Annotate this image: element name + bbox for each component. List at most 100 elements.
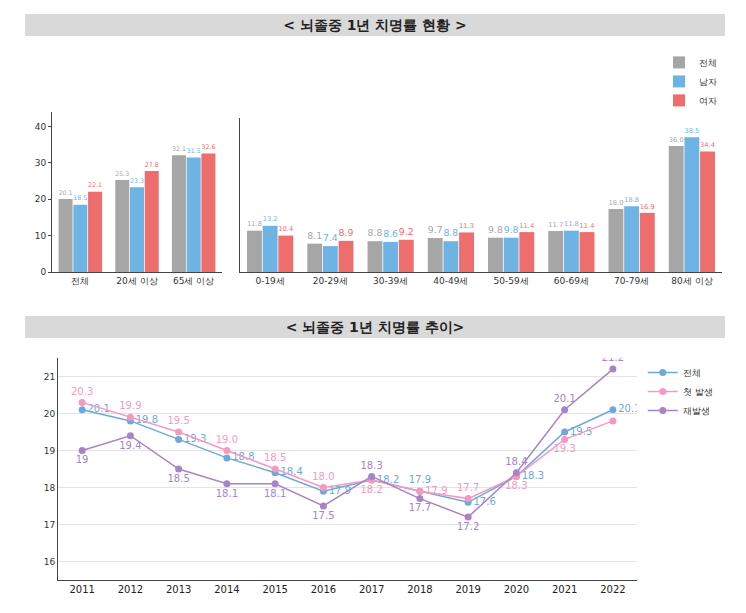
svg-text:18.1: 18.1 — [264, 488, 286, 499]
svg-text:19.9: 19.9 — [119, 400, 141, 411]
svg-text:18.2: 18.2 — [377, 474, 399, 485]
svg-text:2017: 2017 — [359, 584, 384, 595]
svg-text:2018: 2018 — [407, 584, 432, 595]
svg-text:16.9: 16.9 — [640, 203, 655, 211]
svg-text:재발생: 재발생 — [683, 406, 710, 416]
svg-text:25.3: 25.3 — [115, 170, 129, 177]
svg-text:17.9: 17.9 — [425, 485, 447, 496]
svg-text:11.8: 11.8 — [247, 220, 262, 228]
svg-text:19: 19 — [44, 446, 56, 456]
svg-text:2015: 2015 — [262, 584, 287, 595]
svg-text:2021: 2021 — [552, 584, 577, 595]
svg-text:19.0: 19.0 — [216, 434, 238, 445]
svg-text:32.6: 32.6 — [201, 143, 215, 150]
svg-text:18.0: 18.0 — [609, 199, 624, 207]
svg-text:2020: 2020 — [504, 584, 529, 595]
svg-text:19.5: 19.5 — [570, 426, 592, 437]
svg-text:20.1: 20.1 — [88, 403, 110, 414]
svg-text:65세 이상: 65세 이상 — [173, 276, 214, 286]
svg-text:2014: 2014 — [214, 584, 239, 595]
svg-text:8.8: 8.8 — [368, 227, 383, 238]
svg-text:19.3: 19.3 — [184, 433, 206, 444]
svg-text:9.7: 9.7 — [428, 224, 443, 235]
svg-text:18.3: 18.3 — [505, 480, 527, 491]
svg-text:8.6: 8.6 — [383, 228, 398, 239]
svg-text:17.7: 17.7 — [457, 482, 479, 493]
svg-text:18.8: 18.8 — [624, 196, 639, 204]
svg-text:18.2: 18.2 — [360, 484, 382, 495]
svg-text:34.4: 34.4 — [700, 141, 715, 149]
svg-text:40: 40 — [35, 122, 47, 132]
svg-text:18.3: 18.3 — [522, 470, 544, 481]
svg-text:18.4: 18.4 — [505, 456, 527, 467]
svg-text:20.1: 20.1 — [553, 393, 575, 404]
svg-text:50-59세: 50-59세 — [494, 276, 529, 286]
svg-text:11.8: 11.8 — [564, 220, 579, 228]
svg-text:16: 16 — [44, 557, 56, 567]
svg-text:11.4: 11.4 — [519, 222, 534, 230]
svg-text:18.3: 18.3 — [360, 460, 382, 471]
svg-text:9.8: 9.8 — [488, 224, 503, 235]
svg-text:18.0: 18.0 — [312, 471, 334, 482]
svg-text:20: 20 — [35, 194, 47, 204]
svg-text:첫 발생: 첫 발생 — [683, 387, 713, 397]
svg-text:32.1: 32.1 — [172, 145, 186, 152]
svg-text:11.4: 11.4 — [580, 222, 595, 230]
svg-text:10.4: 10.4 — [278, 225, 293, 233]
svg-text:전체: 전체 — [683, 368, 701, 378]
svg-text:20: 20 — [44, 409, 56, 419]
svg-text:7.4: 7.4 — [323, 232, 338, 243]
svg-text:27.8: 27.8 — [145, 161, 159, 168]
svg-text:30-39세: 30-39세 — [373, 276, 408, 286]
svg-text:20세 이상: 20세 이상 — [116, 276, 157, 286]
svg-text:17: 17 — [44, 520, 55, 530]
svg-text:17.9: 17.9 — [329, 485, 351, 496]
svg-text:17.7: 17.7 — [409, 502, 431, 513]
svg-text:19.8: 19.8 — [136, 414, 158, 425]
svg-text:17.2: 17.2 — [457, 521, 479, 532]
svg-text:21.2: 21.2 — [602, 358, 624, 363]
svg-text:18.8: 18.8 — [232, 451, 254, 462]
svg-text:18.5: 18.5 — [167, 473, 189, 484]
svg-text:60-69세: 60-69세 — [554, 276, 589, 286]
svg-text:20-29세: 20-29세 — [313, 276, 348, 286]
svg-text:10: 10 — [35, 231, 47, 241]
svg-text:20.1: 20.1 — [618, 403, 637, 414]
svg-text:21: 21 — [44, 372, 55, 382]
svg-text:8.8: 8.8 — [443, 227, 458, 238]
svg-text:70-79세: 70-79세 — [614, 276, 649, 286]
svg-text:19: 19 — [76, 454, 89, 465]
svg-text:40-49세: 40-49세 — [433, 276, 468, 286]
svg-text:0: 0 — [40, 267, 46, 277]
svg-text:2016: 2016 — [311, 584, 336, 595]
svg-text:18.4: 18.4 — [281, 466, 303, 477]
svg-text:8.1: 8.1 — [307, 230, 322, 241]
svg-text:23.3: 23.3 — [130, 177, 144, 184]
svg-text:2013: 2013 — [166, 584, 191, 595]
svg-text:17.6: 17.6 — [474, 496, 496, 507]
svg-text:8.9: 8.9 — [339, 227, 354, 238]
svg-text:31.5: 31.5 — [187, 147, 201, 154]
svg-text:19.5: 19.5 — [167, 415, 189, 426]
svg-text:17.9: 17.9 — [409, 474, 431, 485]
svg-text:18.5: 18.5 — [73, 194, 87, 201]
svg-text:2012: 2012 — [118, 584, 143, 595]
svg-text:18: 18 — [44, 483, 56, 493]
svg-text:9.8: 9.8 — [504, 224, 519, 235]
svg-text:0-19세: 0-19세 — [255, 276, 284, 286]
svg-text:18.1: 18.1 — [216, 488, 238, 499]
svg-text:여자: 여자 — [699, 96, 717, 106]
svg-text:9.2: 9.2 — [399, 226, 414, 237]
svg-text:19.4: 19.4 — [119, 440, 141, 451]
svg-text:30: 30 — [35, 158, 47, 168]
svg-text:11.7: 11.7 — [548, 221, 563, 229]
svg-text:20.1: 20.1 — [59, 189, 73, 196]
svg-text:13.2: 13.2 — [263, 215, 278, 223]
svg-text:2022: 2022 — [600, 584, 625, 595]
svg-text:20.3: 20.3 — [71, 386, 93, 397]
svg-text:전체: 전체 — [71, 276, 89, 286]
svg-text:11.3: 11.3 — [459, 222, 474, 230]
svg-text:38.5: 38.5 — [684, 127, 699, 135]
svg-text:2011: 2011 — [69, 584, 94, 595]
svg-text:남자: 남자 — [699, 77, 717, 87]
